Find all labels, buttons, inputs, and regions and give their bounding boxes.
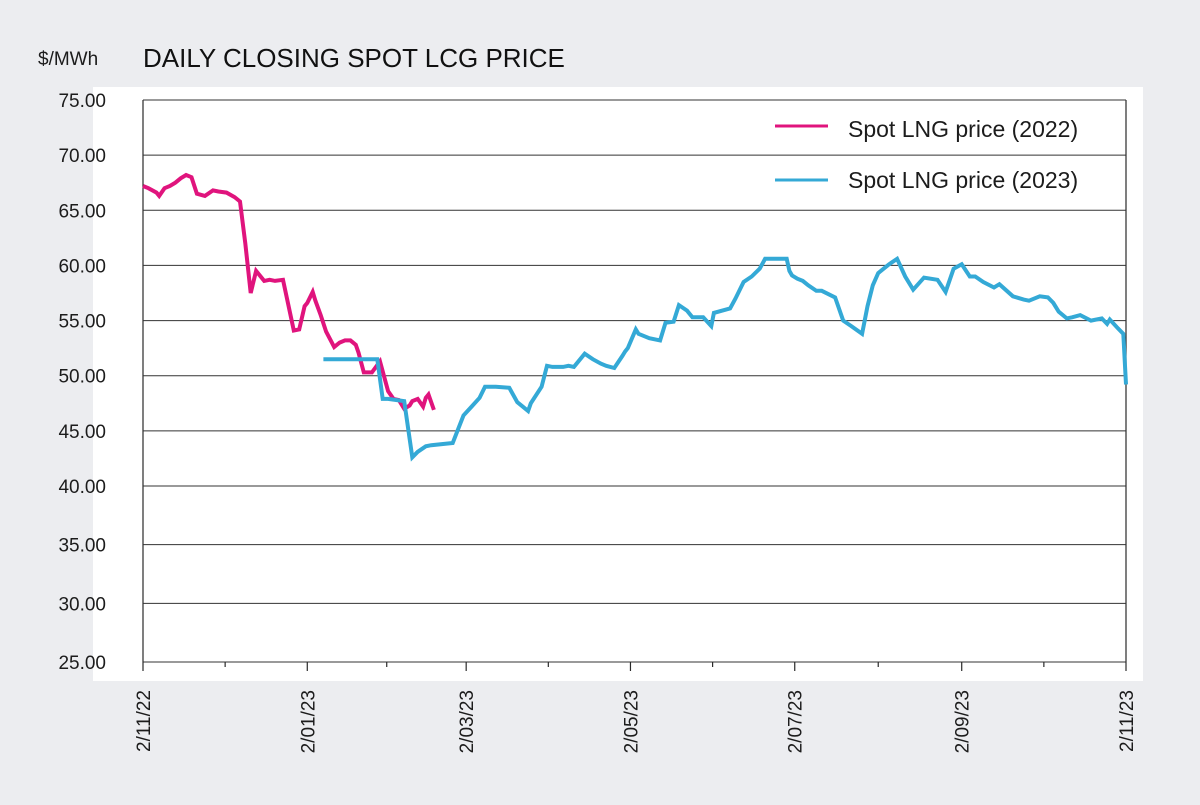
y-tick-label: 25.00 [58,653,106,674]
series-lines [142,172,1128,462]
x-tick-label: 2/11/23 [1117,690,1138,752]
y-tick-label: 40.00 [58,477,106,498]
x-tick-label: 2/07/23 [786,690,807,753]
x-tick-label: 2/09/23 [953,690,974,753]
x-tick-label: 2/03/23 [457,690,478,753]
legend: Spot LNG price (2022) Spot LNG price (20… [775,116,1078,193]
y-tick-label: 65.00 [58,201,106,222]
y-tick-label: 60.00 [58,256,106,277]
x-axis-ticks: 2/11/22 2/01/23 2/03/23 2/05/23 2/07/23 2/09/… [134,662,1138,753]
legend-label-2022: Spot LNG price (2022) [848,116,1078,142]
x-tick-label: 2/11/22 [134,690,155,752]
y-tick-label: 35.00 [58,536,106,557]
x-tick-label: 2/05/23 [621,690,642,753]
y-tick-label: 50.00 [58,367,106,388]
legend-label-2023: Spot LNG price (2023) [848,167,1078,193]
y-tick-label: 75.00 [58,91,106,112]
series-line-1 [323,255,1128,462]
y-axis-unit-label: $/MWh [38,49,98,70]
y-tick-label: 30.00 [58,594,106,615]
plot-background [93,87,1143,681]
y-tick-label: 45.00 [58,422,106,443]
y-tick-label: 55.00 [58,312,106,333]
y-axis-ticks: 75.00 70.00 65.00 60.00 55.00 50.00 45.00 40.00… [58,91,106,674]
chart-title: DAILY CLOSING SPOT LCG PRICE [143,43,565,73]
x-tick-label: 2/01/23 [298,690,319,753]
y-tick-label: 70.00 [58,146,106,167]
